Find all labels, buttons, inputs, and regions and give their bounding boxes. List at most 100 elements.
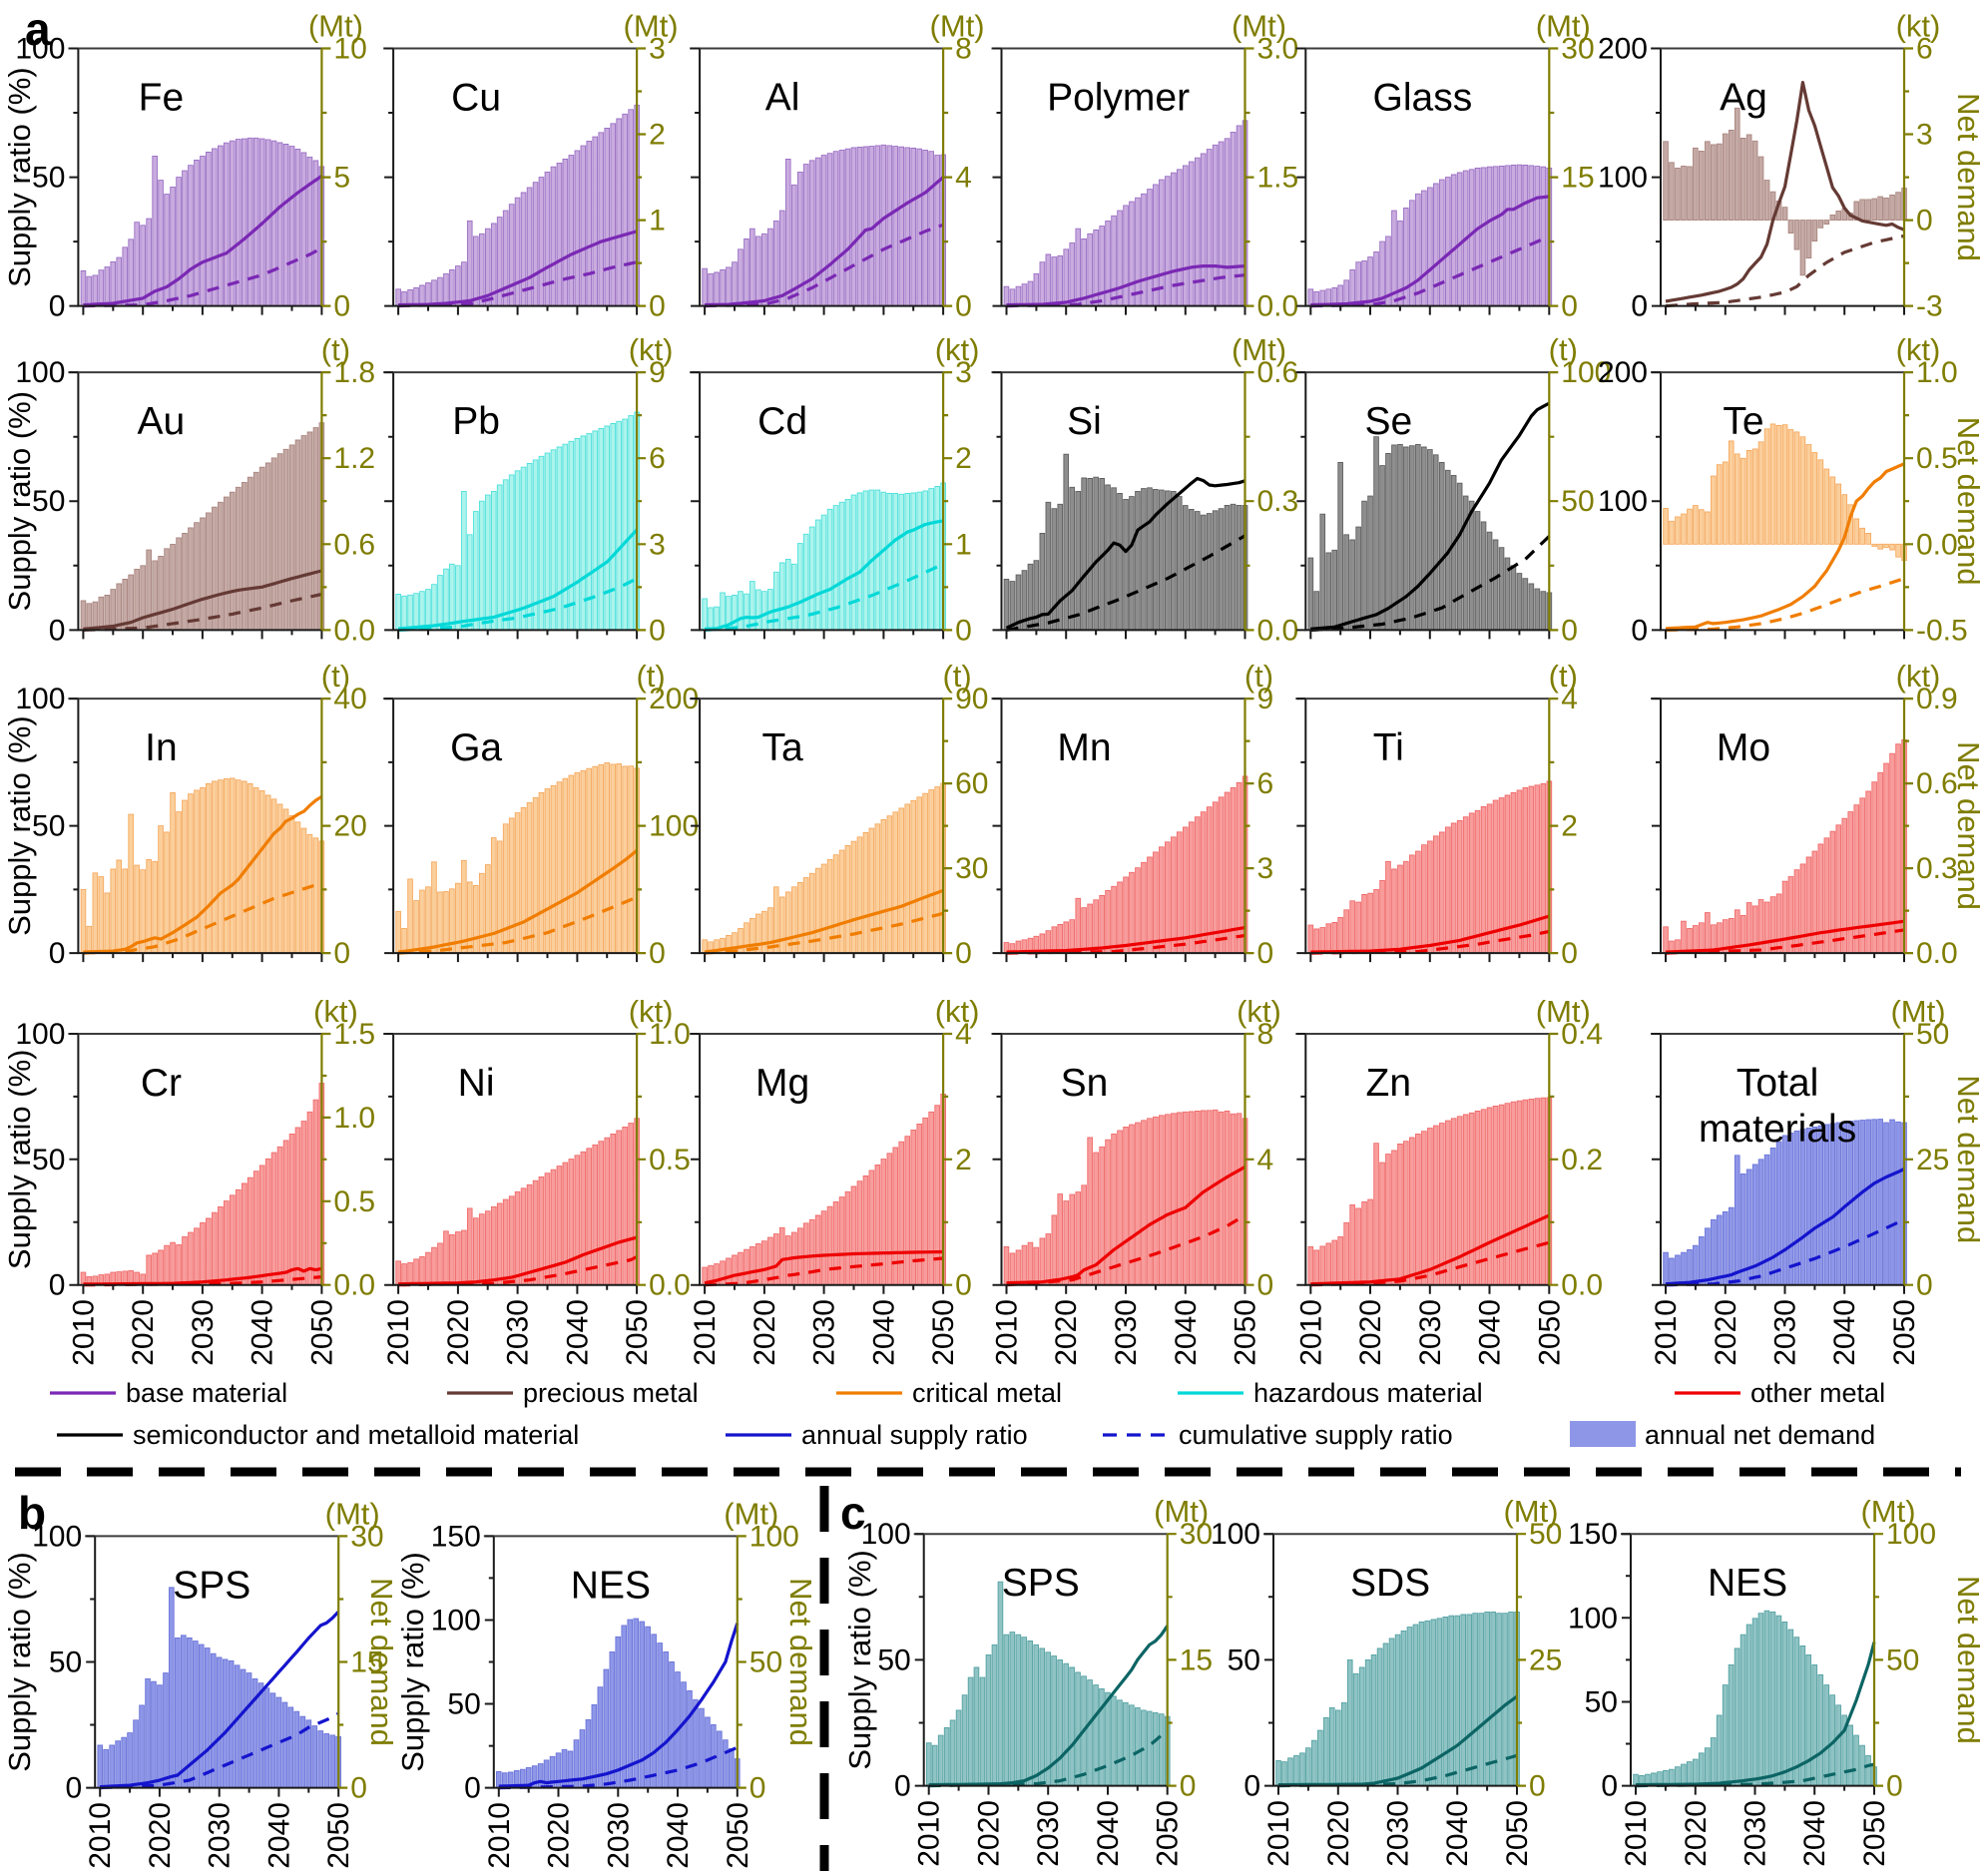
- svg-text:precious metal: precious metal: [523, 1378, 699, 1408]
- svg-text:30: 30: [955, 852, 988, 885]
- svg-text:NES: NES: [571, 1564, 651, 1607]
- svg-text:3: 3: [1257, 852, 1274, 885]
- svg-text:(t): (t): [636, 659, 665, 694]
- svg-text:2040: 2040: [1170, 1299, 1203, 1366]
- svg-text:50: 50: [447, 1688, 480, 1721]
- svg-text:2030: 2030: [204, 1802, 237, 1869]
- svg-text:2030: 2030: [1032, 1800, 1065, 1867]
- svg-text:3: 3: [955, 356, 972, 389]
- svg-text:(t): (t): [321, 332, 350, 367]
- svg-text:2040: 2040: [1798, 1800, 1831, 1867]
- svg-text:2020: 2020: [543, 1802, 576, 1869]
- svg-text:90: 90: [955, 683, 988, 715]
- svg-text:6: 6: [649, 442, 666, 475]
- svg-text:50: 50: [1228, 1643, 1260, 1676]
- svg-text:0: 0: [649, 937, 666, 970]
- svg-text:(Mt): (Mt): [930, 9, 985, 44]
- svg-text:Ni: Ni: [458, 1062, 495, 1105]
- svg-text:100: 100: [1598, 162, 1648, 195]
- svg-text:Mg: Mg: [755, 1062, 809, 1105]
- svg-text:2: 2: [955, 442, 972, 475]
- svg-text:0: 0: [1257, 1269, 1274, 1302]
- svg-text:base material: base material: [126, 1378, 287, 1408]
- svg-text:50: 50: [749, 1646, 782, 1679]
- svg-text:1.8: 1.8: [333, 356, 375, 389]
- svg-text:Supply ratio (%): Supply ratio (%): [842, 1550, 877, 1770]
- svg-text:2040: 2040: [247, 1299, 279, 1366]
- svg-text:0: 0: [1529, 1770, 1546, 1803]
- svg-text:Net demand: Net demand: [783, 1578, 818, 1746]
- svg-text:0.9: 0.9: [1916, 683, 1958, 715]
- svg-text:2050: 2050: [1501, 1800, 1534, 1867]
- svg-text:Ag: Ag: [1720, 77, 1767, 120]
- svg-text:0: 0: [955, 614, 972, 647]
- svg-text:Net demand: Net demand: [364, 1578, 399, 1746]
- svg-text:0: 0: [464, 1772, 481, 1805]
- svg-text:0: 0: [333, 290, 350, 323]
- svg-text:2050: 2050: [322, 1802, 355, 1869]
- svg-text:0: 0: [333, 937, 350, 970]
- svg-text:a: a: [25, 3, 51, 55]
- svg-text:50: 50: [1529, 1518, 1562, 1551]
- svg-text:15: 15: [1180, 1643, 1213, 1676]
- svg-text:3: 3: [649, 528, 666, 561]
- svg-text:2010: 2010: [913, 1800, 946, 1867]
- svg-text:100: 100: [1568, 1602, 1618, 1635]
- svg-text:2050: 2050: [1230, 1299, 1262, 1366]
- svg-text:9: 9: [649, 356, 666, 389]
- svg-text:NES: NES: [1708, 1562, 1787, 1605]
- svg-text:Mn: Mn: [1057, 726, 1111, 769]
- svg-text:100: 100: [649, 810, 699, 843]
- svg-text:3: 3: [1916, 119, 1933, 152]
- svg-text:2010: 2010: [689, 1299, 722, 1366]
- svg-text:0: 0: [66, 1772, 83, 1805]
- svg-text:(kt): (kt): [629, 994, 674, 1029]
- svg-text:SPS: SPS: [1002, 1562, 1080, 1605]
- svg-text:2040: 2040: [262, 1802, 295, 1869]
- svg-text:0: 0: [1561, 290, 1578, 323]
- svg-text:100: 100: [1598, 485, 1648, 518]
- svg-text:2040: 2040: [561, 1299, 594, 1366]
- svg-text:1.0: 1.0: [333, 1102, 375, 1135]
- svg-text:0.6: 0.6: [333, 528, 375, 561]
- svg-text:2030: 2030: [808, 1299, 841, 1366]
- svg-text:2020: 2020: [1680, 1800, 1713, 1867]
- svg-text:0: 0: [350, 1772, 367, 1805]
- svg-text:(kt): (kt): [1237, 994, 1281, 1029]
- svg-text:2040: 2040: [1092, 1800, 1125, 1867]
- svg-text:(Mt): (Mt): [325, 1496, 380, 1531]
- svg-text:2020: 2020: [1354, 1299, 1387, 1366]
- svg-text:0.5: 0.5: [333, 1185, 375, 1218]
- svg-text:8: 8: [955, 33, 972, 66]
- svg-text:2: 2: [955, 1144, 972, 1176]
- svg-text:0: 0: [649, 614, 666, 647]
- svg-text:2020: 2020: [1710, 1299, 1742, 1366]
- svg-text:1.2: 1.2: [333, 442, 375, 475]
- svg-text:(Mt): (Mt): [1232, 9, 1286, 44]
- svg-text:6: 6: [1916, 33, 1933, 66]
- svg-text:2: 2: [649, 119, 666, 152]
- svg-text:(Mt): (Mt): [1232, 332, 1286, 367]
- svg-text:(kt): (kt): [629, 332, 674, 367]
- svg-text:Pb: Pb: [452, 400, 500, 443]
- svg-text:2040: 2040: [662, 1802, 695, 1869]
- svg-text:cumulative supply ratio: cumulative supply ratio: [1179, 1420, 1453, 1450]
- svg-text:150: 150: [1568, 1518, 1618, 1551]
- svg-text:0: 0: [1180, 1770, 1197, 1803]
- svg-text:2010: 2010: [67, 1299, 100, 1366]
- svg-text:(t): (t): [1549, 659, 1578, 694]
- svg-text:100: 100: [15, 33, 65, 66]
- svg-text:2040: 2040: [1828, 1299, 1861, 1366]
- svg-text:(kt): (kt): [1896, 659, 1941, 694]
- svg-text:2010: 2010: [382, 1299, 415, 1366]
- svg-text:Ga: Ga: [450, 726, 502, 769]
- svg-text:200: 200: [1598, 356, 1648, 389]
- svg-text:0.5: 0.5: [649, 1144, 691, 1176]
- svg-text:20: 20: [333, 810, 366, 843]
- svg-text:5: 5: [333, 162, 350, 195]
- svg-text:25: 25: [1529, 1643, 1562, 1676]
- svg-text:-3: -3: [1916, 290, 1943, 323]
- svg-text:0: 0: [1916, 205, 1933, 237]
- svg-text:(Mt): (Mt): [1536, 9, 1591, 44]
- svg-text:2050: 2050: [305, 1299, 338, 1366]
